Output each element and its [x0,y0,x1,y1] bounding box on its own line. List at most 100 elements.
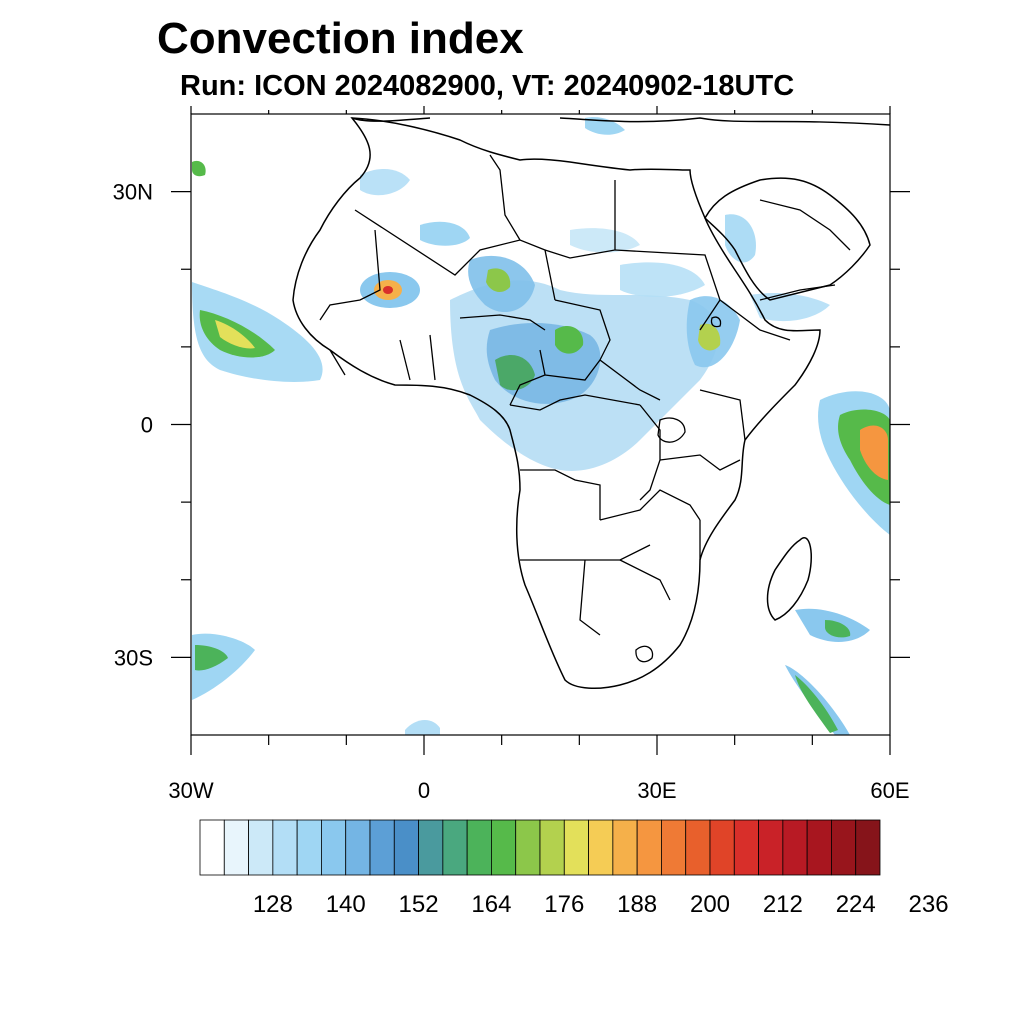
colorbar-label: 128 [253,891,293,918]
colorbar-swatch [636,819,662,876]
lat-tick-label: 0 [141,413,153,438]
colorbar-swatch [345,819,371,876]
border-line [719,299,791,341]
border-line [619,559,671,601]
shade-atlantic-hot [215,320,255,349]
shade-arabia [725,214,756,263]
colorbar-swatch [831,819,857,876]
border-line [429,334,436,381]
colorbar-swatch [491,819,517,876]
colorbar-swatch [393,819,419,876]
colorbar-swatch [782,819,808,876]
colorbar-swatch [223,819,249,876]
border-line [759,199,851,251]
colorbar-label: 236 [909,891,949,918]
border-line [554,299,661,401]
border-line [579,559,601,636]
colorbar-swatch [539,819,565,876]
colorbar-swatch [296,819,322,876]
border-line [544,359,601,381]
border-line [520,469,601,520]
colorbar-label: 212 [763,891,803,918]
colorbar-swatch [321,819,347,876]
colorbar-swatch [806,819,832,876]
colorbar-swatch [418,819,444,876]
shade-algeria [360,168,410,196]
colorbar-label: 200 [690,891,730,918]
colorbar-swatch [563,819,589,876]
map-title: Convection index [157,14,524,63]
coastlines [292,117,890,690]
border-line [659,454,741,471]
shade-indian-hot [860,425,888,480]
shade-mediterranean [585,117,625,135]
lat-tick-label: 30S [114,645,153,670]
colorbar-swatch [855,819,881,876]
colorbar-swatch [442,819,468,876]
border-line [319,229,381,321]
colorbar-swatch [466,819,492,876]
lakes [635,316,722,663]
lon-tick-label: 30W [168,778,213,803]
country-borders [319,154,851,636]
shade-mali-center [383,286,393,294]
lon-tick-label: 60E [870,778,909,803]
iberia-coastline [351,117,431,122]
shade-niger-core [486,268,511,293]
lon-tick-label: 0 [418,778,430,803]
shade-southern-band-core [795,675,838,733]
shade-yemen [750,293,830,322]
border-line [509,349,546,406]
colorbar-swatch [733,819,759,876]
shade-canaries [192,160,206,177]
colorbar-swatch [515,819,541,876]
arabia-coastline [704,177,871,301]
border-line [759,284,836,301]
colorbar-label: 140 [326,891,366,918]
border-line [544,180,616,259]
colorbar-swatch [369,819,395,876]
shade-car-cell [555,325,584,354]
shade-south-atlantic-small [405,719,440,735]
colorbar-swatch [685,819,711,876]
colorbar-labels: 128 140 152 164 176 188 200 212 224 236 [253,891,949,918]
colorbar-label: 188 [617,891,657,918]
shade-atlantic-system [192,282,323,382]
shade-madagascar-core [825,620,851,638]
shade-south-atlantic-core [195,645,228,671]
colorbar-swatch [709,819,735,876]
shade-sudan [620,262,705,297]
shade-nigeria-cell [495,355,535,391]
lon-tick-label: 30E [637,778,676,803]
map-subtitle: Run: ICON 2024082900, VT: 20240902-18UTC [180,70,795,102]
colorbar-label: 176 [544,891,584,918]
border-line [614,249,721,331]
border-line [354,209,556,301]
border-line [520,544,651,561]
colorbar-swatch [612,819,638,876]
mediterranean-north [559,117,890,126]
colorbar-label: 164 [471,891,511,918]
convection-shading [192,117,890,735]
colorbar-swatch [661,819,687,876]
lake-lesotho [635,645,654,663]
border-line [599,489,701,521]
border-line [399,339,411,381]
axis-ticks [171,106,910,755]
africa-coastline [292,117,821,690]
lake-tana [710,316,722,328]
colorbar-swatch [758,819,784,876]
colorbar [199,819,881,876]
shade-mauritania [420,221,470,246]
colorbar-swatch [588,819,614,876]
colorbar-label: 224 [836,891,876,918]
border-line [459,314,546,331]
border-line [509,394,641,411]
border-line [699,389,746,441]
axis-tick-labels: 30W 0 30E 60E 30N 0 30S [113,180,910,803]
border-line [489,154,521,241]
colorbar-label: 152 [399,891,439,918]
shade-ethiopia-core [698,323,721,351]
colorbar-swatch [248,819,274,876]
